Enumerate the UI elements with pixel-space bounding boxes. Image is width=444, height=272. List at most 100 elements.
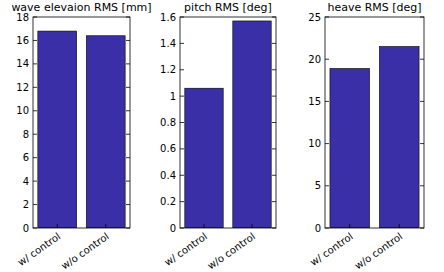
tick <box>33 63 37 64</box>
bar <box>38 31 77 228</box>
tick <box>180 122 184 123</box>
tick-label: 20 <box>308 54 321 65</box>
tick <box>126 87 130 88</box>
tick <box>126 110 130 111</box>
category-label: w/ control <box>16 231 63 268</box>
panel: 024681012141618w/ controlw/o controlwave… <box>11 1 151 271</box>
tick <box>105 224 106 228</box>
tick <box>33 17 37 18</box>
tick-label: 15 <box>308 96 321 107</box>
category-label: w/o control <box>59 231 111 272</box>
tick-label: 16 <box>16 35 29 46</box>
title: heave RMS [deg] <box>327 1 421 14</box>
tick <box>399 224 400 228</box>
tick <box>272 43 276 44</box>
tick <box>180 201 184 202</box>
tick <box>126 40 130 41</box>
tick <box>180 228 184 229</box>
tick <box>420 143 424 144</box>
tick <box>325 185 329 186</box>
tick <box>57 224 58 228</box>
tick <box>33 40 37 41</box>
tick <box>420 17 424 18</box>
tick <box>272 122 276 123</box>
tick <box>33 110 37 111</box>
tick <box>126 228 130 229</box>
tick-label: 0 <box>315 223 321 234</box>
tick <box>420 185 424 186</box>
tick <box>126 204 130 205</box>
tick <box>272 148 276 149</box>
tick <box>180 17 184 18</box>
tick-label: 12 <box>16 82 29 93</box>
tick-label: 6 <box>23 152 29 163</box>
category-label: w/ control <box>308 231 355 268</box>
figure: 024681012141618w/ controlw/o controlwave… <box>0 0 444 272</box>
tick <box>126 63 130 64</box>
tick <box>180 43 184 44</box>
tick <box>180 175 184 176</box>
tick <box>126 17 130 18</box>
tick-label: 10 <box>308 138 321 149</box>
tick <box>33 134 37 135</box>
tick <box>33 228 37 229</box>
tick-label: 0.2 <box>160 196 176 207</box>
tick <box>349 224 350 228</box>
tick <box>252 224 253 228</box>
tick <box>126 134 130 135</box>
tick <box>33 157 37 158</box>
tick-label: 0 <box>170 223 176 234</box>
bar <box>233 21 271 228</box>
bars <box>38 31 125 228</box>
tick <box>420 59 424 60</box>
tick <box>272 69 276 70</box>
tick <box>126 181 130 182</box>
tick <box>272 228 276 229</box>
bar <box>379 47 419 228</box>
tick <box>420 228 424 229</box>
tick <box>325 101 329 102</box>
title: wave elevaion RMS [mm] <box>11 1 151 14</box>
tick <box>204 224 205 228</box>
tick-label: 0.6 <box>160 143 176 154</box>
tick <box>180 96 184 97</box>
tick <box>33 87 37 88</box>
tick-label: 14 <box>16 58 29 69</box>
tick <box>272 17 276 18</box>
tick <box>33 204 37 205</box>
tick-label: 8 <box>23 129 29 140</box>
tick-label: 1.6 <box>160 12 176 23</box>
bar <box>185 88 223 228</box>
tick-label: 4 <box>23 176 29 187</box>
tick <box>272 96 276 97</box>
tick <box>272 175 276 176</box>
tick-label: 25 <box>308 12 321 23</box>
tick <box>126 157 130 158</box>
tick-label: 10 <box>16 105 29 116</box>
panel: 00.20.40.60.811.21.41.6w/ controlw/o con… <box>160 1 276 271</box>
tick-label: 1.4 <box>160 38 176 49</box>
tick <box>325 228 329 229</box>
axes-frame <box>33 17 130 228</box>
bars <box>185 21 271 228</box>
tick <box>180 69 184 70</box>
bar <box>330 68 370 228</box>
axes-frame <box>180 17 276 228</box>
tick <box>325 59 329 60</box>
tick <box>272 201 276 202</box>
category-label: w/o control <box>205 231 257 272</box>
tick <box>420 101 424 102</box>
tick-label: 1.2 <box>160 64 176 75</box>
tick-label: 0 <box>23 223 29 234</box>
tick <box>325 143 329 144</box>
tick <box>33 181 37 182</box>
title: pitch RMS [deg] <box>184 1 272 14</box>
panel: 0 5 10 15 20 25 w/ controlw/o control heave RMS… <box>308 1 424 271</box>
category-label: w/ control <box>162 231 209 268</box>
tick-label: 0.8 <box>160 117 176 128</box>
tick <box>180 148 184 149</box>
category-label: w/o control <box>353 231 405 272</box>
tick-label: 2 <box>23 199 29 210</box>
axes-frame <box>325 17 424 228</box>
tick-label: 5 <box>315 180 321 191</box>
